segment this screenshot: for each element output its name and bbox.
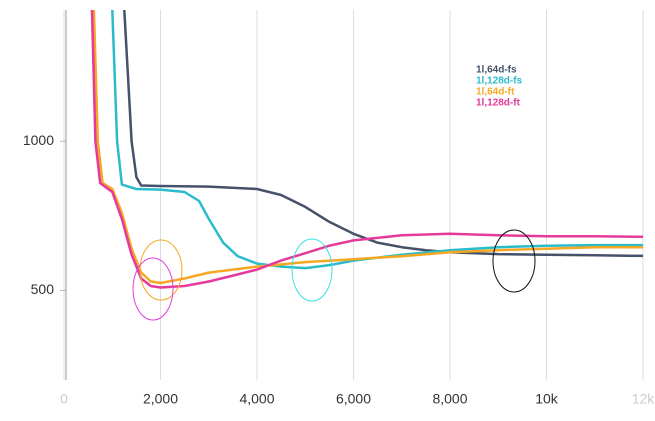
- x-tick-label: 6,000: [336, 391, 371, 407]
- series-line: [92, 10, 643, 285]
- x-tick-label: 8,000: [432, 391, 467, 407]
- grid: [60, 10, 644, 380]
- highlight-ellipse: [492, 229, 536, 293]
- series-line: [123, 10, 644, 258]
- legend-entry: 1l,128d-ft: [476, 98, 521, 109]
- legend-entry: 1l,64d-ft: [476, 87, 515, 98]
- y-tick-label: 500: [31, 281, 55, 297]
- x-tick-label: 10k: [535, 391, 559, 407]
- x-tick-label: 2,000: [143, 391, 178, 407]
- highlight-ellipse: [291, 238, 333, 302]
- legend-entry: 1l,64d-fs: [476, 65, 517, 76]
- y-tick-label: 1000: [23, 132, 54, 148]
- tick-labels: 0 2,000 4,000 6,000 8,000 10k 12k 500 1000: [23, 132, 655, 407]
- plot-area: [90, 10, 644, 289]
- legend-entry: 1l,128d-fs: [476, 76, 523, 87]
- series-line: [90, 10, 644, 289]
- annotations: [132, 229, 536, 321]
- x-tick-label: 4,000: [239, 391, 274, 407]
- x-tick-label: 12k: [632, 391, 655, 407]
- x-tick-label: 0: [60, 391, 68, 407]
- highlight-ellipse: [132, 257, 174, 321]
- series-line: [111, 10, 643, 270]
- highlight-ellipse: [139, 239, 183, 301]
